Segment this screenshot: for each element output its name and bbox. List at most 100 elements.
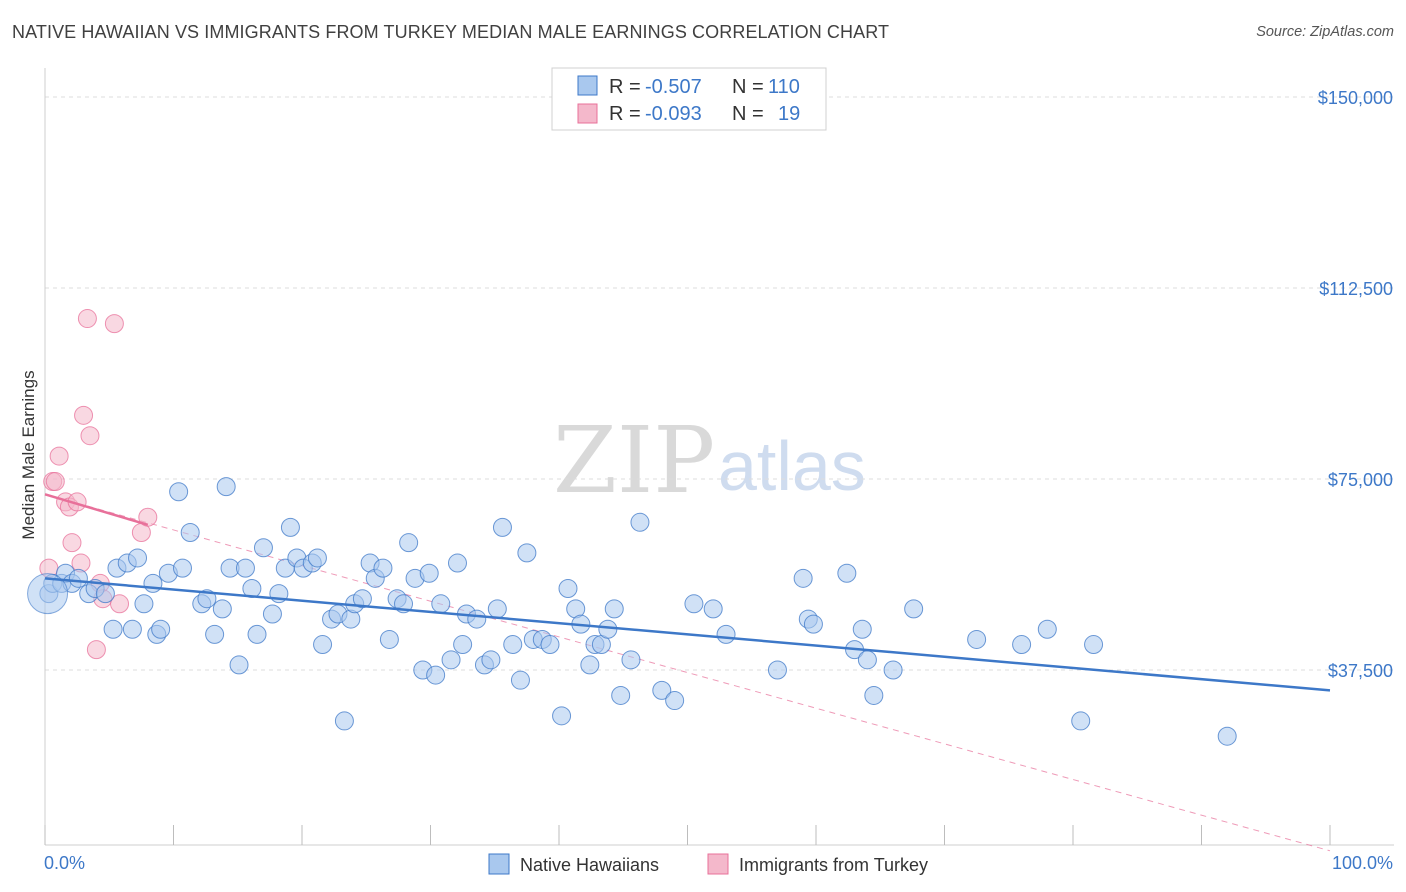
data-point-immigrants-from-turkey bbox=[80, 426, 100, 446]
legend-r-value-1: -0.507 bbox=[645, 76, 702, 98]
data-point-native-hawaiians bbox=[621, 650, 641, 670]
legend-r-label-1: R = bbox=[609, 76, 641, 98]
data-point-native-hawaiians bbox=[611, 685, 631, 705]
legend-r-value-2: -0.093 bbox=[645, 103, 702, 125]
data-point-native-hawaiians bbox=[857, 650, 877, 670]
y-tick-label: $37,500 bbox=[1328, 661, 1393, 681]
data-point-immigrants-from-turkey bbox=[45, 472, 65, 492]
legend-n-label-1: N = bbox=[732, 76, 764, 98]
data-point-native-hawaiians bbox=[716, 624, 736, 644]
legend-label-native-hawaiians: Native Hawaiians bbox=[520, 855, 659, 875]
data-point-native-hawaiians bbox=[128, 548, 148, 568]
series-native-hawaiians bbox=[27, 477, 1237, 746]
data-point-native-hawaiians bbox=[180, 522, 200, 542]
data-point-native-hawaiians bbox=[517, 543, 537, 563]
data-point-native-hawaiians bbox=[580, 655, 600, 675]
data-point-cluster-native-hawaiians bbox=[27, 573, 69, 615]
x-tick-label: 0.0% bbox=[44, 853, 85, 873]
data-point-native-hawaiians bbox=[1037, 619, 1057, 639]
data-point-native-hawaiians bbox=[172, 558, 192, 578]
data-point-native-hawaiians bbox=[883, 660, 903, 680]
x-tick-labels: 0.0% 100.0% bbox=[44, 853, 1393, 873]
data-point-native-hawaiians bbox=[95, 584, 115, 604]
data-point-immigrants-from-turkey bbox=[49, 446, 69, 466]
data-point-immigrants-from-turkey bbox=[138, 507, 158, 527]
data-point-native-hawaiians bbox=[313, 635, 333, 655]
data-point-native-hawaiians bbox=[540, 635, 560, 655]
data-point-native-hawaiians bbox=[247, 624, 267, 644]
trend-line-immigrants-from-turkey bbox=[44, 493, 149, 527]
data-point-native-hawaiians bbox=[767, 660, 787, 680]
stats-legend-box bbox=[551, 67, 827, 131]
y-tick-label: $150,000 bbox=[1318, 88, 1393, 108]
legend-n-value-1: 110 bbox=[768, 76, 800, 98]
data-point-native-hawaiians bbox=[552, 706, 572, 726]
data-point-native-hawaiians bbox=[652, 680, 672, 700]
data-point-immigrants-from-turkey bbox=[77, 309, 97, 329]
legend-n-value-2: 19 bbox=[778, 103, 800, 125]
data-point-native-hawaiians bbox=[373, 558, 393, 578]
data-point-immigrants-from-turkey bbox=[62, 533, 82, 553]
data-point-native-hawaiians bbox=[598, 619, 618, 639]
y-tick-label: $75,000 bbox=[1328, 470, 1393, 490]
data-point-native-hawaiians bbox=[253, 538, 273, 558]
data-point-native-hawaiians bbox=[467, 609, 487, 629]
data-point-immigrants-from-turkey bbox=[110, 594, 130, 614]
data-point-native-hawaiians bbox=[487, 599, 507, 619]
data-point-native-hawaiians bbox=[334, 711, 354, 731]
legend-swatch-blue bbox=[577, 75, 598, 96]
data-point-native-hawaiians bbox=[665, 691, 685, 711]
data-point-native-hawaiians bbox=[904, 599, 924, 619]
data-point-native-hawaiians bbox=[262, 604, 282, 624]
legend-label-immigrants-from-turkey: Immigrants from Turkey bbox=[739, 855, 928, 875]
data-point-native-hawaiians bbox=[558, 579, 578, 599]
data-point-native-hawaiians bbox=[352, 589, 372, 609]
data-point-native-hawaiians bbox=[864, 685, 884, 705]
data-point-native-hawaiians bbox=[216, 477, 236, 497]
data-point-native-hawaiians bbox=[492, 517, 512, 537]
data-point-native-hawaiians bbox=[103, 619, 123, 639]
data-point-native-hawaiians bbox=[1217, 726, 1237, 746]
chart-title: NATIVE HAWAIIAN VS IMMIGRANTS FROM TURKE… bbox=[12, 22, 890, 42]
data-point-native-hawaiians bbox=[151, 619, 171, 639]
data-point-immigrants-from-turkey bbox=[104, 314, 124, 334]
data-point-native-hawaiians bbox=[1071, 711, 1091, 731]
data-point-immigrants-from-turkey bbox=[86, 640, 106, 660]
data-point-native-hawaiians bbox=[837, 563, 857, 583]
data-point-native-hawaiians bbox=[481, 650, 501, 670]
x-tick-label: 100.0% bbox=[1332, 853, 1393, 873]
data-point-native-hawaiians bbox=[1084, 635, 1104, 655]
trend-line-native-hawaiians bbox=[44, 577, 1331, 692]
data-point-native-hawaiians bbox=[503, 635, 523, 655]
y-axis-label: Median Male Earnings bbox=[19, 370, 38, 539]
watermark: ZIP atlas bbox=[553, 407, 866, 514]
data-point-native-hawaiians bbox=[419, 563, 439, 583]
data-point-native-hawaiians bbox=[134, 594, 154, 614]
legend-n-label-2: N = bbox=[732, 103, 764, 125]
data-point-native-hawaiians bbox=[426, 665, 446, 685]
y-tick-labels: $37,500 $75,000 $112,500 $150,000 bbox=[1318, 88, 1393, 681]
data-point-immigrants-from-turkey bbox=[74, 405, 94, 425]
watermark-atlas: atlas bbox=[718, 427, 866, 505]
data-point-native-hawaiians bbox=[453, 635, 473, 655]
trend-lines bbox=[44, 493, 1331, 692]
legend-r-label-2: R = bbox=[609, 103, 641, 125]
data-point-native-hawaiians bbox=[510, 670, 530, 690]
data-point-native-hawaiians bbox=[793, 568, 813, 588]
series-legend: Native Hawaiians Immigrants from Turkey bbox=[488, 853, 928, 875]
data-point-native-hawaiians bbox=[447, 553, 467, 573]
data-point-native-hawaiians bbox=[431, 594, 451, 614]
data-point-native-hawaiians bbox=[852, 619, 872, 639]
data-point-native-hawaiians bbox=[280, 517, 300, 537]
legend-swatch-immigrants-from-turkey bbox=[707, 853, 729, 875]
data-point-native-hawaiians bbox=[307, 548, 327, 568]
data-point-native-hawaiians bbox=[441, 650, 461, 670]
axes bbox=[44, 68, 1394, 846]
data-point-native-hawaiians bbox=[143, 573, 163, 593]
data-point-native-hawaiians bbox=[68, 568, 88, 588]
data-point-native-hawaiians bbox=[684, 594, 704, 614]
stats-legend: R = -0.507 N = 110 R = -0.093 N = 19 bbox=[551, 67, 827, 131]
y-tick-label: $112,500 bbox=[1319, 279, 1393, 299]
data-point-native-hawaiians bbox=[229, 655, 249, 675]
